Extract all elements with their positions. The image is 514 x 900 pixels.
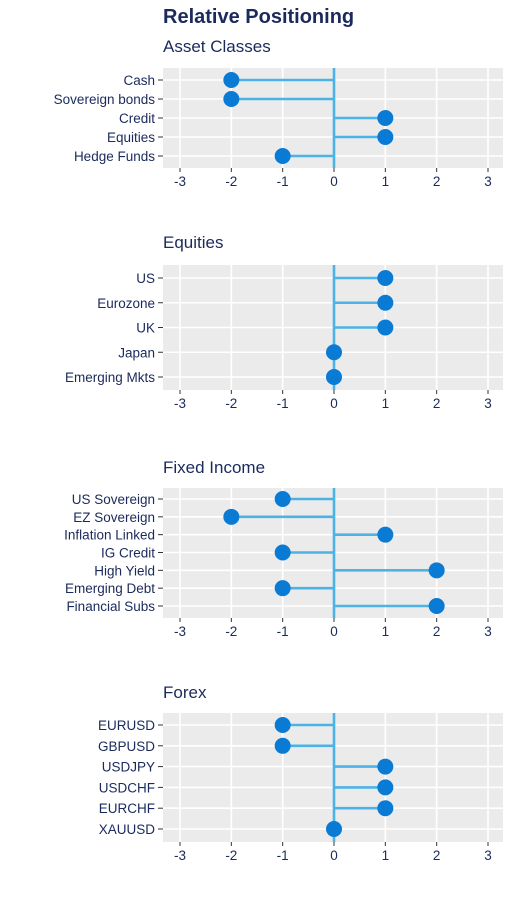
- point-equities-us: [377, 270, 394, 286]
- category-label-equities-japan: Japan: [118, 345, 155, 360]
- point-equities-eurozone: [377, 294, 394, 311]
- point-forex-eurusd: [274, 717, 291, 733]
- point-forex-gbpusd: [274, 737, 291, 754]
- category-label-equities-emerging-mkts: Emerging Mkts: [65, 370, 155, 385]
- category-label-forex-eurchf: EURCHF: [99, 801, 155, 816]
- panel-title-asset-classes: Asset Classes: [163, 37, 271, 56]
- category-label-forex-usdjpy: USDJPY: [102, 760, 155, 775]
- point-asset-classes-hedge-funds: [274, 148, 291, 164]
- x-tick-label-fixed-income-0: 0: [330, 624, 338, 639]
- category-label-asset-classes-cash: Cash: [123, 73, 155, 88]
- point-forex-eurchf: [377, 800, 394, 817]
- x-tick-label-forex--3: -3: [174, 848, 186, 863]
- category-label-fixed-income-us-sovereign: US Sovereign: [72, 492, 155, 507]
- x-tick-label-fixed-income-3: 3: [484, 624, 492, 639]
- point-asset-classes-cash: [223, 72, 240, 88]
- point-asset-classes-sovereign-bonds: [223, 91, 240, 107]
- x-tick-label-forex--2: -2: [225, 848, 237, 863]
- point-fixed-income-ig-credit: [274, 544, 291, 561]
- category-label-fixed-income-ig-credit: IG Credit: [101, 546, 155, 561]
- panel-title-fixed-income: Fixed Income: [163, 458, 266, 477]
- x-tick-label-equities-1: 1: [382, 396, 390, 411]
- point-equities-emerging-mkts: [326, 369, 342, 385]
- category-label-asset-classes-credit: Credit: [119, 111, 155, 126]
- x-tick-label-equities-0: 0: [330, 396, 338, 411]
- x-tick-label-equities--3: -3: [174, 396, 186, 411]
- category-label-forex-gbpusd: GBPUSD: [98, 739, 155, 754]
- point-forex-xauusd: [326, 821, 342, 837]
- x-tick-label-asset-classes-1: 1: [382, 174, 390, 189]
- chart-main-title: Relative Positioning: [163, 6, 355, 28]
- category-label-equities-us: US: [136, 271, 155, 286]
- point-fixed-income-financial-subs: [428, 598, 445, 614]
- category-label-equities-eurozone: Eurozone: [97, 296, 155, 311]
- x-tick-label-forex--1: -1: [277, 848, 289, 863]
- x-tick-label-asset-classes-0: 0: [330, 174, 338, 189]
- point-equities-uk: [377, 319, 394, 336]
- category-label-forex-xauusd: XAUUSD: [99, 822, 156, 837]
- x-tick-label-forex-1: 1: [382, 848, 390, 863]
- category-label-fixed-income-ez-sovereign: EZ Sovereign: [73, 510, 155, 525]
- x-tick-label-fixed-income--1: -1: [277, 624, 289, 639]
- x-tick-label-fixed-income-1: 1: [382, 624, 390, 639]
- category-label-fixed-income-high-yield: High Yield: [94, 563, 155, 578]
- category-label-fixed-income-inflation-linked: Inflation Linked: [64, 528, 155, 543]
- point-fixed-income-us-sovereign: [274, 491, 291, 507]
- x-tick-label-asset-classes--1: -1: [277, 174, 289, 189]
- category-label-asset-classes-equities: Equities: [107, 130, 155, 145]
- x-tick-label-equities--2: -2: [225, 396, 237, 411]
- panel-title-equities: Equities: [163, 233, 224, 252]
- x-tick-label-equities-3: 3: [484, 396, 492, 411]
- x-tick-label-fixed-income--2: -2: [225, 624, 237, 639]
- category-label-asset-classes-hedge-funds: Hedge Funds: [74, 149, 155, 164]
- point-asset-classes-credit: [377, 110, 394, 126]
- x-tick-label-forex-3: 3: [484, 848, 492, 863]
- panel-title-forex: Forex: [163, 683, 207, 702]
- category-label-fixed-income-financial-subs: Financial Subs: [66, 599, 155, 614]
- category-label-forex-eurusd: EURUSD: [98, 718, 155, 733]
- x-tick-label-asset-classes-2: 2: [433, 174, 441, 189]
- x-tick-label-asset-classes--3: -3: [174, 174, 186, 189]
- x-tick-label-forex-2: 2: [433, 848, 441, 863]
- x-tick-label-equities--1: -1: [277, 396, 289, 411]
- x-tick-label-asset-classes-3: 3: [484, 174, 492, 189]
- point-fixed-income-inflation-linked: [377, 526, 394, 543]
- x-tick-label-forex-0: 0: [330, 848, 338, 863]
- category-label-fixed-income-emerging-debt: Emerging Debt: [65, 581, 155, 596]
- point-fixed-income-emerging-debt: [274, 580, 291, 597]
- category-label-asset-classes-sovereign-bonds: Sovereign bonds: [54, 92, 156, 107]
- point-asset-classes-equities: [377, 129, 394, 145]
- point-fixed-income-ez-sovereign: [223, 508, 240, 525]
- x-tick-label-asset-classes--2: -2: [225, 174, 237, 189]
- point-forex-usdchf: [377, 779, 394, 796]
- point-equities-japan: [326, 344, 342, 361]
- x-tick-label-equities-2: 2: [433, 396, 441, 411]
- point-fixed-income-high-yield: [428, 562, 445, 579]
- category-label-equities-uk: UK: [136, 321, 155, 336]
- x-tick-label-fixed-income-2: 2: [433, 624, 441, 639]
- x-tick-label-fixed-income--3: -3: [174, 624, 186, 639]
- category-label-forex-usdchf: USDCHF: [99, 780, 155, 795]
- point-forex-usdjpy: [377, 758, 394, 775]
